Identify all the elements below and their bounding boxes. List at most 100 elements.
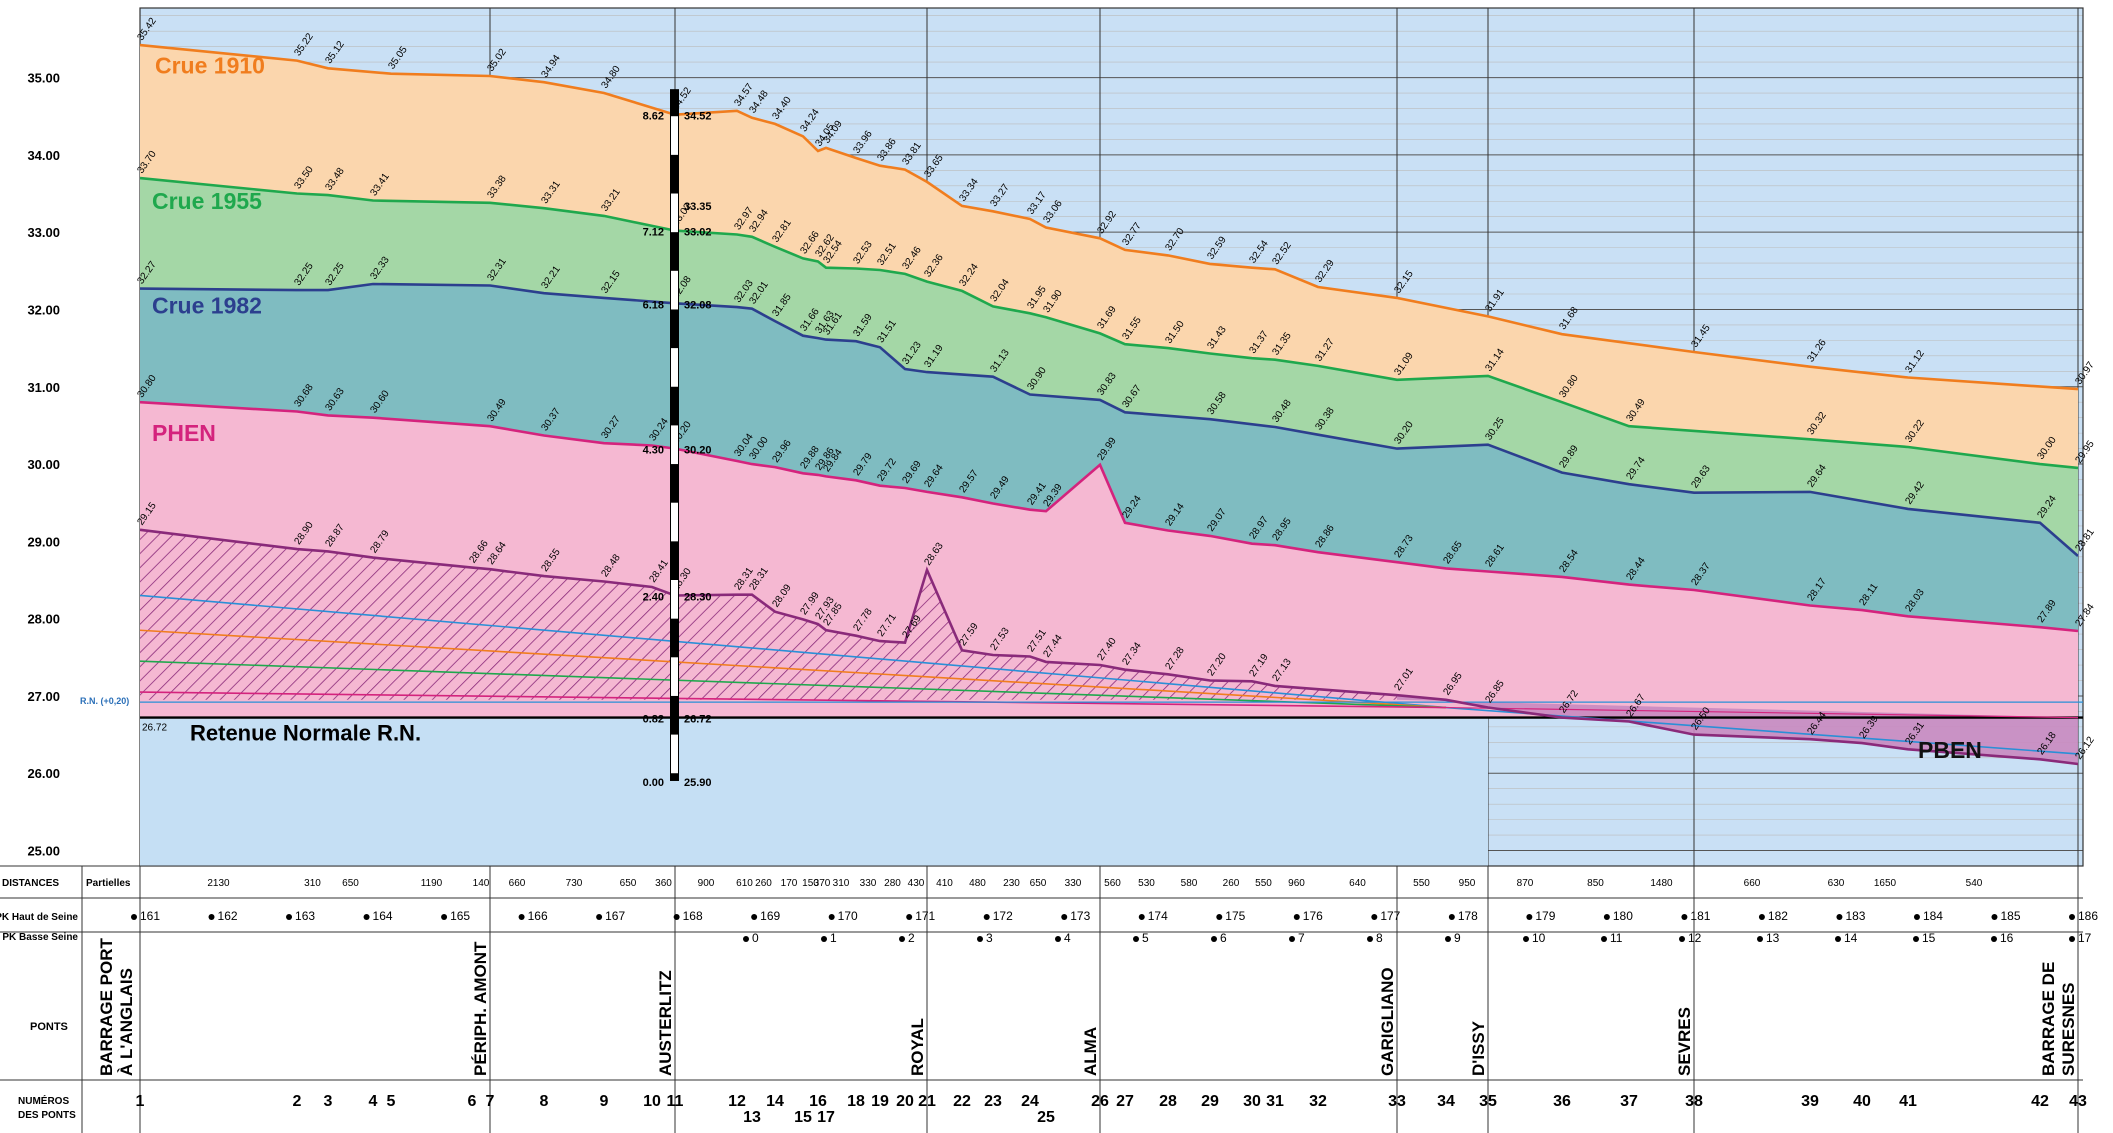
bridge-number: 8 [540, 1093, 549, 1110]
pk-basse-dot [1913, 936, 1919, 942]
bridge-number: 17 [817, 1109, 835, 1126]
distance-value: 1480 [1650, 878, 1673, 889]
rn-fan-line-pink [139, 691, 1447, 709]
distance-value: 640 [1349, 878, 1366, 889]
pk-basse-value: 1 [830, 931, 837, 945]
y-tick-label: 26.00 [27, 766, 60, 781]
pk-haut-value: 179 [1535, 909, 1555, 923]
pk-haut-dot [906, 914, 913, 920]
distance-value: 550 [1255, 878, 1272, 889]
pk-haut-value: 161 [140, 909, 160, 923]
pk-haut-value: 165 [450, 909, 470, 923]
gauge-right-label: 32.08 [684, 299, 712, 311]
y-tick-label: 34.00 [27, 148, 60, 163]
y-tick-label: 32.00 [27, 302, 60, 317]
pk-haut-value: 183 [1845, 909, 1865, 923]
bridge-number: 34 [1437, 1093, 1455, 1110]
y-tick-label: 25.00 [27, 844, 60, 859]
pk-haut-value: 163 [295, 909, 315, 923]
bridge-number: 43 [2069, 1093, 2087, 1110]
distance-value: 280 [884, 878, 901, 889]
pk-basse-value: 8 [1376, 931, 1383, 945]
rn-value-label: 26.72 [142, 723, 167, 734]
rn-fan-line-blue [139, 594, 1447, 709]
pk-basse-value: 15 [1922, 931, 1936, 945]
distance-value: 530 [1138, 878, 1155, 889]
pk-haut-value: 176 [1303, 909, 1323, 923]
pk-haut-dot [208, 914, 215, 920]
pk-haut-dot [1991, 914, 1998, 920]
gauge-left-label: 0.82 [643, 714, 664, 726]
distance-value: 630 [1828, 878, 1845, 889]
gauge-left-label: 0.00 [643, 777, 664, 789]
series-label-crue-1982: Crue 1982 [152, 292, 262, 318]
series-line-crue-1955 [139, 176, 2079, 470]
bridge-name: GARIGLIANO [1378, 967, 1397, 1076]
y-tick-label: 28.00 [27, 612, 60, 627]
pk-haut-dot [596, 914, 603, 920]
bridge-number: 15 [794, 1109, 812, 1126]
series-line-phen [139, 400, 2079, 633]
distance-value: 260 [755, 878, 772, 889]
pk-basse-dot [1835, 936, 1841, 942]
bridge-number: 18 [847, 1093, 865, 1110]
pk-basse-value: 6 [1220, 931, 1227, 945]
pk-haut-dot [1603, 914, 1610, 920]
bridge-number: 21 [918, 1093, 936, 1110]
bridge-number: 25 [1037, 1109, 1055, 1126]
bridge-name: ROYAL [908, 1018, 927, 1076]
pk-basse-dot [1679, 936, 1685, 942]
pk-haut-dot [1371, 914, 1378, 920]
y-tick-label: 31.00 [27, 380, 60, 395]
bridge-number: 2 [293, 1093, 302, 1110]
distance-value: 660 [509, 878, 526, 889]
bridge-number: 37 [1620, 1093, 1638, 1110]
pk-haut-dot [1913, 914, 1920, 920]
gauge-segment [671, 425, 678, 465]
distance-value: 540 [1966, 878, 1983, 889]
bridge-number: 23 [984, 1093, 1002, 1110]
pk-haut-dot [1061, 914, 1068, 920]
gauge-segment [671, 193, 678, 233]
pk-basse-dot [1289, 936, 1295, 942]
pk-basse-dot [1991, 936, 1997, 942]
pk-haut-dot [131, 914, 137, 920]
pk-haut-dot [1836, 914, 1843, 920]
distance-value: 410 [936, 878, 953, 889]
bridge-number: 1 [136, 1093, 145, 1110]
pk-basse-dot [977, 936, 983, 942]
distance-value: 310 [833, 878, 850, 889]
pk-haut-value: 184 [1923, 909, 1943, 923]
series-label-phen: PHEN [152, 420, 216, 446]
gauge-segment [671, 270, 678, 310]
distance-value: 170 [781, 878, 798, 889]
numeros-label: DES PONTS [18, 1110, 76, 1121]
bridge-name: BARRAGE DE [2039, 962, 2058, 1076]
bridge-name: BARRAGE PORT [97, 937, 116, 1076]
series-line-pben [139, 528, 2079, 766]
distance-value: 950 [1459, 878, 1476, 889]
bridge-number: 10 [643, 1093, 661, 1110]
series-line-crue-1982 [139, 282, 2079, 557]
gauge-right-label: 33.35 [684, 201, 712, 213]
bridge-number: 6 [468, 1093, 477, 1110]
pk-haut-value: 172 [993, 909, 1013, 923]
bridge-number: 27 [1116, 1093, 1134, 1110]
gauge-left-label: 4.30 [643, 445, 664, 457]
pk-basse-value: 10 [1532, 931, 1546, 945]
bridge-number: 28 [1159, 1093, 1177, 1110]
pk-basse-value: 7 [1298, 931, 1305, 945]
pk-haut-value: 177 [1380, 909, 1400, 923]
bridge-name: SEVRES [1675, 1007, 1694, 1076]
bridge-number: 33 [1388, 1093, 1406, 1110]
pk-haut-label: PK Haut de Seine [0, 912, 78, 923]
bridge-number: 35 [1479, 1093, 1497, 1110]
pk-haut-value: 164 [373, 909, 393, 923]
pk-haut-dot [1138, 914, 1145, 920]
bridge-number: 16 [809, 1093, 827, 1110]
distance-value: 150 [802, 878, 819, 889]
y-tick-label: 35.00 [27, 71, 60, 86]
bridge-number: 5 [387, 1093, 396, 1110]
pk-basse-label: PK Basse Seine [2, 932, 78, 943]
distance-value: 610 [736, 878, 753, 889]
